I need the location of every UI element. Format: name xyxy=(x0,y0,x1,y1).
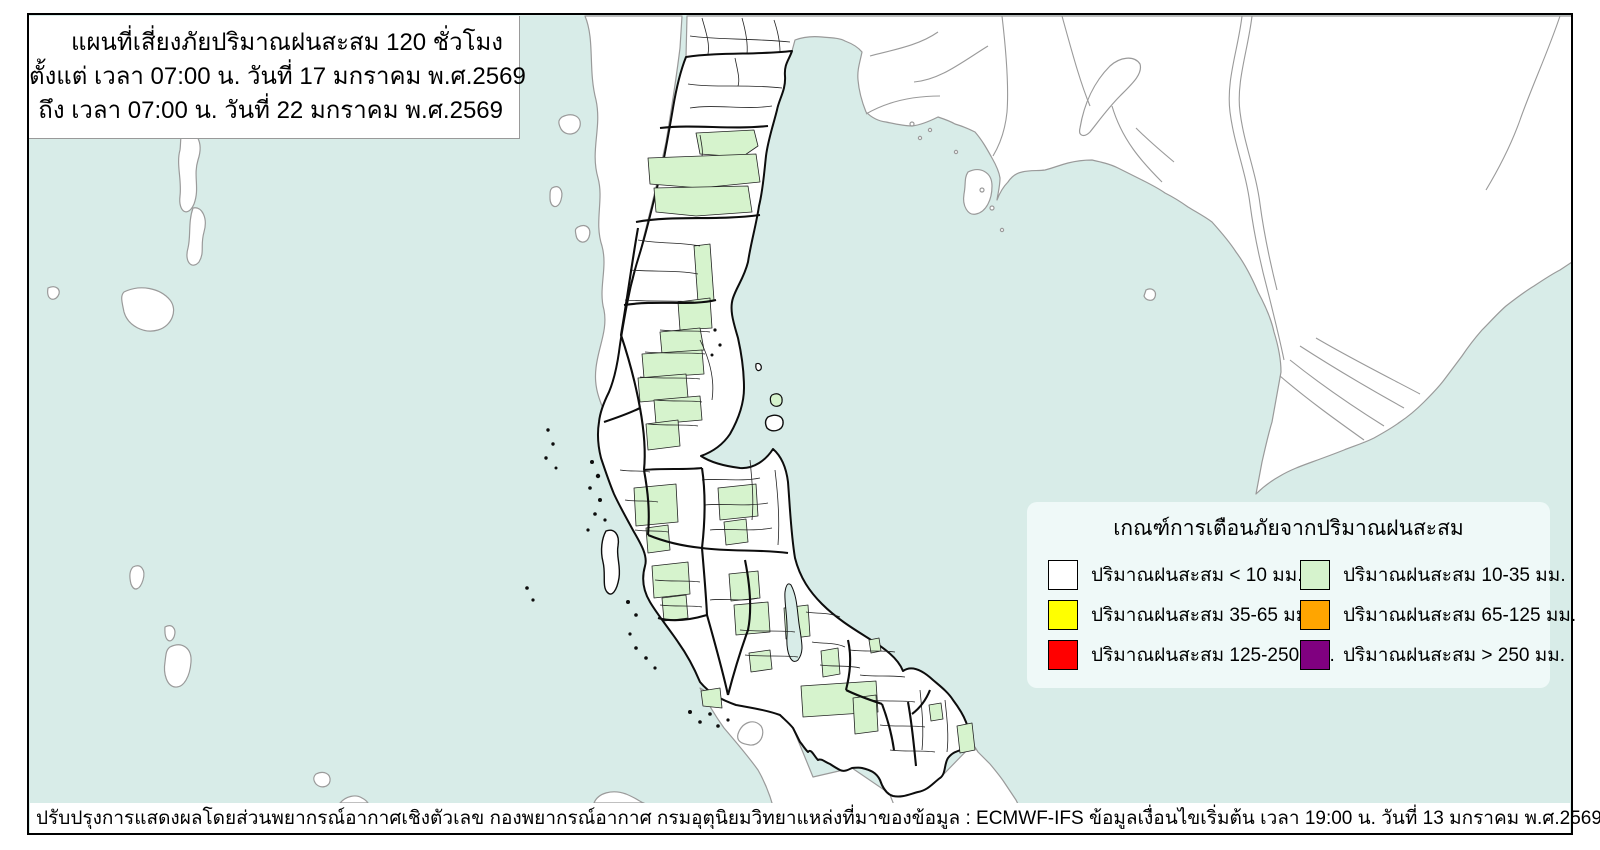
district-boundaries xyxy=(619,57,949,753)
indochina-landmass xyxy=(685,15,1571,495)
map-title-line1: แผนที่เสี่ยงภัยปริมาณฝนสะสม 120 ชั่วโมง xyxy=(70,29,503,56)
legend-swatch-10-35 xyxy=(1300,560,1330,590)
map-title-line2: ตั้งแต่ เวลา 07:00 น. วันที่ 17 มกราคม พ… xyxy=(29,63,526,90)
province-boundaries xyxy=(603,124,931,767)
legend-title: เกณฑ์การเตือนภัยจากปริมาณฝนสะสม xyxy=(1113,517,1464,540)
title-box: แผนที่เสี่ยงภัยปริมาณฝนสะสม 120 ชั่วโมง … xyxy=(29,16,526,139)
legend-box: เกณฑ์การเตือนภัยจากปริมาณฝนสะสม ปริมาณฝน… xyxy=(1027,502,1576,688)
legend-swatch-gt250 xyxy=(1300,640,1330,670)
legend-label-65-125: ปริมาณฝนสะสม 65-125 มม. xyxy=(1343,605,1577,626)
indochina-borders-rivers xyxy=(865,15,1561,441)
legend-grid: ปริมาณฝนสะสม < 10 มม. ปริมาณฝนสะสม 10-35… xyxy=(1048,555,1576,675)
legend-label-gt250: ปริมาณฝนสะสม > 250 มม. xyxy=(1343,645,1566,666)
legend-label-10-35: ปริมาณฝนสะสม 10-35 มม. xyxy=(1343,565,1566,586)
legend-item-65-125: ปริมาณฝนสะสม 65-125 มม. xyxy=(1300,595,1576,635)
footer-bar: ปรับปรุงการแสดงผลโดยส่วนพยากรณ์อากาศเชิง… xyxy=(30,803,1600,833)
legend-item-35-65: ปริมาณฝนสะสม 35-65 มม. xyxy=(1048,595,1314,635)
legend-swatch-65-125 xyxy=(1300,600,1330,630)
footer-credit-text: ปรับปรุงการแสดงผลโดยส่วนพยากรณ์อากาศเชิง… xyxy=(36,808,797,829)
legend-swatch-35-65 xyxy=(1048,600,1078,630)
legend-label-125-250: ปริมาณฝนสะสม 125-250 มม. xyxy=(1091,645,1335,666)
legend-item-10-35: ปริมาณฝนสะสม 10-35 มม. xyxy=(1300,555,1576,595)
legend-swatch-lt10 xyxy=(1048,560,1078,590)
legend-item-gt250: ปริมาณฝนสะสม > 250 มม. xyxy=(1300,635,1576,675)
legend-swatch-125-250 xyxy=(1048,640,1078,670)
thailand-mainland xyxy=(596,50,974,798)
legend-label-lt10: ปริมาณฝนสะสม < 10 มม. xyxy=(1091,565,1303,586)
thailand-region xyxy=(525,17,976,798)
thai-islands xyxy=(525,328,784,728)
legend-label-35-65: ปริมาณฝนสะสม 35-65 มม. xyxy=(1091,605,1314,626)
footer-source-text: แหล่งที่มาของข้อมูล : ECMWF-IFS ข้อมูลเง… xyxy=(796,808,1600,829)
legend-item-lt10: ปริมาณฝนสะสม < 10 มม. xyxy=(1048,555,1303,595)
legend-item-125-250: ปริมาณฝนสะสม 125-250 มม. xyxy=(1048,635,1335,675)
map-title-line3: ถึง เวลา 07:00 น. วันที่ 22 มกราคม พ.ศ.2… xyxy=(38,97,503,124)
